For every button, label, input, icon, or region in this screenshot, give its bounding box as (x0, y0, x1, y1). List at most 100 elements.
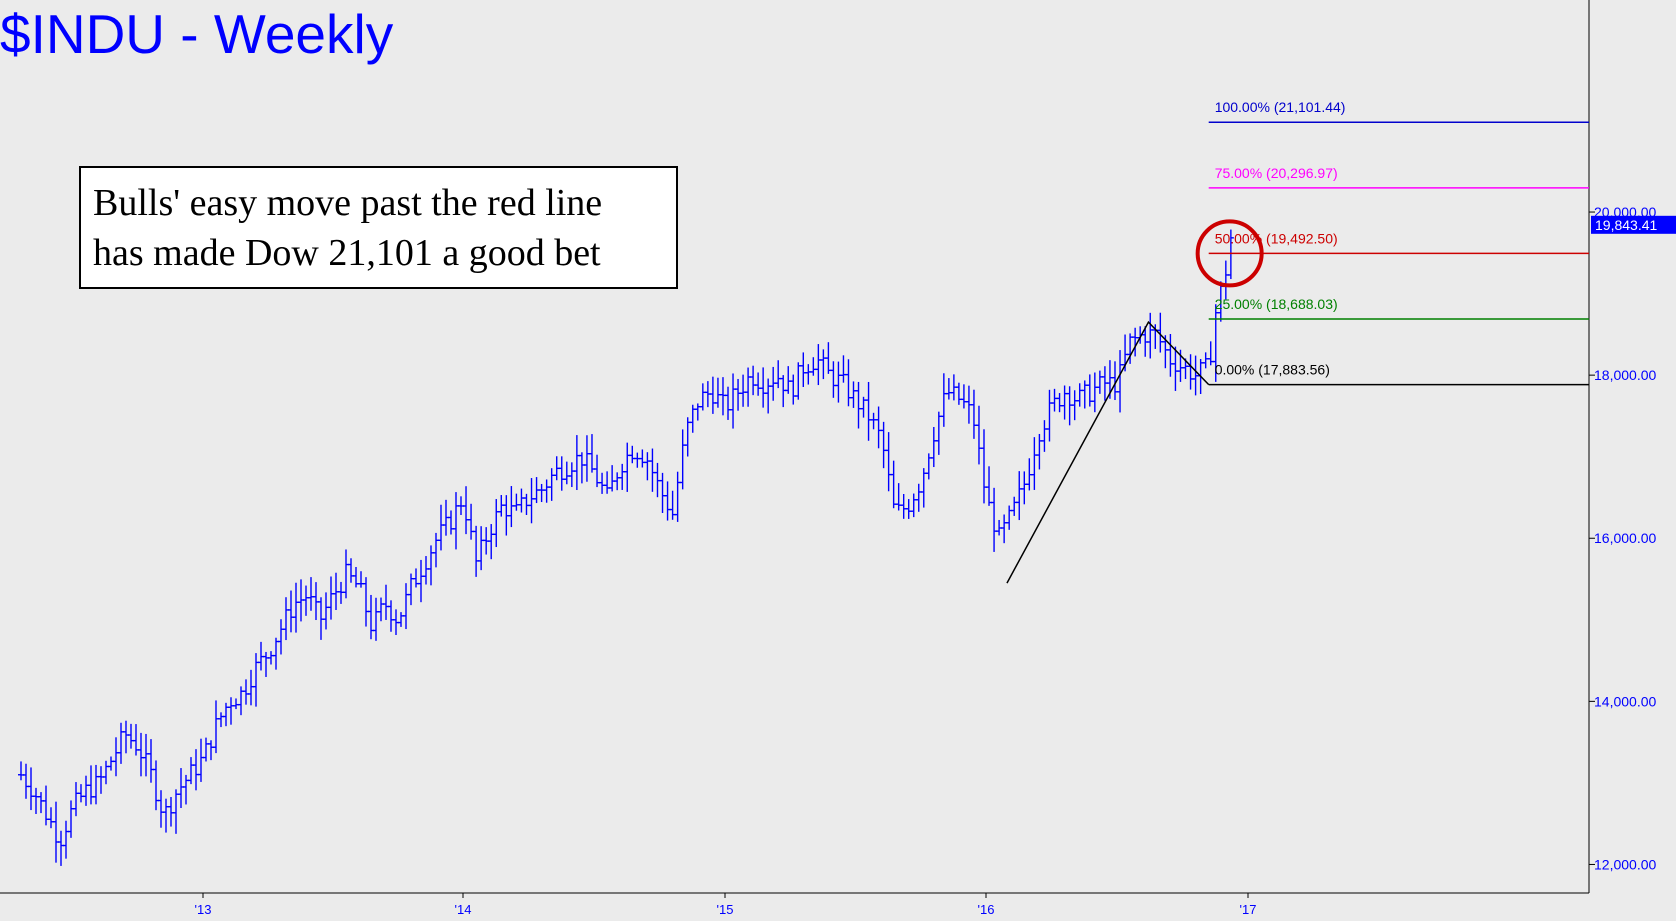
x-tick-label: '16 (978, 902, 995, 917)
price-bar (609, 465, 616, 492)
price-bar (563, 461, 570, 485)
price-bar (488, 524, 495, 560)
price-bar (970, 389, 977, 439)
price-bar (323, 592, 329, 630)
price-bar (930, 426, 937, 468)
price-bar (664, 481, 671, 521)
price-bar (528, 478, 535, 524)
price-bar (138, 732, 144, 777)
price-bar (674, 471, 681, 522)
price-bar (548, 468, 555, 501)
price-bar (473, 525, 480, 577)
price-bar (679, 429, 686, 490)
price-bar (103, 760, 109, 785)
price-bar (423, 556, 429, 585)
x-tick-label: '13 (195, 902, 212, 917)
fib-level: 25.00% (18,688.03) (1208, 296, 1589, 320)
price-bar (193, 749, 199, 791)
price-bar (880, 421, 887, 469)
x-tick-label: '14 (455, 902, 472, 917)
price-bar (398, 612, 404, 627)
price-bar (213, 700, 219, 754)
price-bar (790, 374, 797, 405)
price-bar (273, 637, 279, 670)
price-bar (991, 487, 998, 552)
price-bar (88, 765, 94, 805)
price-bar (118, 722, 124, 764)
price-bar (1061, 385, 1068, 420)
price-bar (108, 756, 114, 771)
price-bar (1021, 471, 1028, 505)
price-bar (1051, 388, 1058, 412)
price-bar (1117, 350, 1124, 413)
price-bar (288, 590, 294, 633)
price-bar (468, 503, 475, 540)
price-bar (328, 576, 334, 620)
price-bar (699, 383, 706, 411)
price-bar (830, 361, 837, 398)
price-bar (308, 577, 314, 611)
price-bar (1071, 390, 1078, 421)
price-bar (228, 697, 234, 725)
price-bar (28, 767, 34, 811)
price-bar (1011, 496, 1018, 516)
price-bar (920, 468, 927, 508)
price-bar (278, 619, 284, 655)
price-bar (33, 787, 39, 814)
price-bar (23, 763, 29, 799)
price-bar (428, 545, 434, 586)
price-bar (128, 723, 134, 749)
price-bar (639, 449, 646, 468)
fib-level: 75.00% (20,296.97) (1208, 165, 1589, 189)
price-bar (123, 720, 129, 754)
price-bar (760, 367, 767, 408)
price-bar (58, 830, 64, 866)
price-bar (1041, 420, 1048, 452)
price-bar (253, 653, 259, 707)
price-bar (448, 510, 454, 535)
price-bar (870, 412, 877, 430)
price-bar (1001, 514, 1008, 544)
price-bar (945, 378, 952, 400)
price-bar (348, 558, 354, 583)
highlight-circle (1195, 219, 1264, 288)
price-bar (538, 483, 545, 503)
price-bar (163, 798, 169, 833)
price-bar (659, 472, 666, 513)
price-bar (18, 761, 24, 781)
price-bar (48, 807, 54, 829)
annotation-line-2: has made Dow 21,101 a good bet (93, 232, 601, 274)
fib-label: 25.00% (18,688.03) (1215, 296, 1338, 312)
price-bar (1187, 354, 1194, 390)
price-bar (725, 386, 732, 420)
swing-line (1006, 320, 1210, 584)
price-bar (158, 790, 164, 828)
y-tick-label: 12,000.00 (1594, 856, 1656, 872)
price-bar (343, 549, 349, 599)
price-bar (940, 373, 947, 427)
price-bar (523, 493, 530, 515)
price-bar (805, 364, 812, 385)
price-bar (1056, 393, 1063, 413)
price-bar (800, 352, 807, 388)
price-bar (93, 764, 99, 805)
price-bar (1076, 383, 1083, 407)
price-bar (383, 584, 389, 620)
price-bar (478, 526, 485, 571)
price-bar (183, 774, 189, 805)
price-bar (604, 471, 611, 494)
price-bar (588, 434, 595, 473)
price-bars (18, 229, 1234, 866)
price-bar (388, 600, 394, 632)
price-bar (745, 367, 752, 407)
price-bar (283, 597, 289, 641)
price-bar (133, 724, 139, 756)
price-bar (975, 405, 982, 465)
price-bar (614, 472, 621, 491)
x-tick-label: '15 (717, 902, 734, 917)
price-bar (910, 493, 917, 518)
price-bar (785, 366, 792, 394)
price-bar (850, 381, 857, 408)
fib-level: 50.00% (19,492.50) (1208, 230, 1589, 255)
